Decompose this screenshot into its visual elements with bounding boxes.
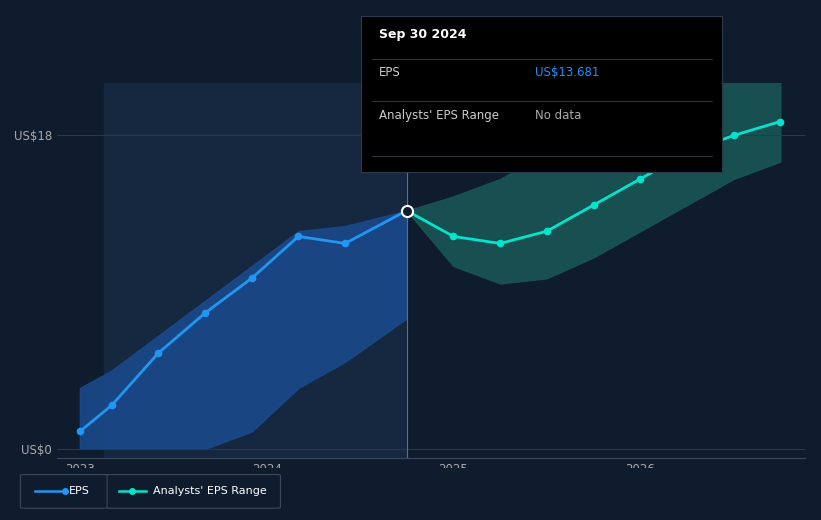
Text: Sep 30 2024: Sep 30 2024 (379, 28, 467, 41)
Text: Actual: Actual (362, 128, 399, 141)
Bar (104, 83, 406, 458)
FancyBboxPatch shape (107, 475, 281, 508)
Text: Analysts Forecasts: Analysts Forecasts (415, 128, 524, 141)
Text: Analysts' EPS Range: Analysts' EPS Range (379, 109, 499, 122)
Text: EPS: EPS (69, 486, 90, 497)
Text: No data: No data (534, 109, 581, 122)
Text: US$13.681: US$13.681 (534, 66, 599, 79)
Text: EPS: EPS (379, 66, 401, 79)
Text: Analysts' EPS Range: Analysts' EPS Range (153, 486, 267, 497)
FancyBboxPatch shape (21, 475, 111, 508)
